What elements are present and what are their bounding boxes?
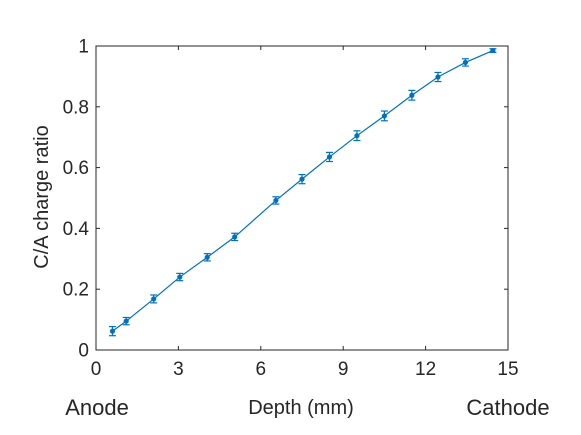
- x-tick-label: 9: [338, 359, 349, 380]
- data-point: [354, 133, 360, 139]
- data-point: [109, 328, 116, 334]
- data-point: [326, 154, 333, 160]
- labels-group: Depth (mm) C/A charge ratio Anode Cathod…: [31, 125, 550, 420]
- y-tick-label: 0.2: [63, 280, 89, 301]
- y-tick-label: 0.6: [63, 158, 89, 179]
- data-point: [123, 318, 129, 324]
- data-point: [151, 296, 157, 302]
- data-point: [435, 74, 441, 80]
- data-point: [232, 234, 238, 240]
- x-tick-label: 6: [256, 359, 267, 380]
- axes: 0 3 6 9 12 15 0 0.2 0.4 0.6 0.8 1: [63, 37, 519, 381]
- data-point: [299, 176, 305, 182]
- y-tick-label: 0.4: [63, 219, 90, 240]
- y-axis-label: C/A charge ratio: [31, 125, 53, 268]
- y-tick-label: 1: [78, 37, 89, 58]
- series-group: [108, 47, 497, 337]
- data-point: [409, 92, 415, 98]
- x-axis-label: Depth (mm): [248, 397, 354, 419]
- anode-label: Anode: [65, 395, 129, 420]
- x-tick-label: 3: [173, 359, 184, 380]
- y-tick-label: 0: [78, 341, 89, 362]
- data-point: [490, 47, 496, 54]
- data-point: [177, 274, 183, 280]
- plot-frame: [95, 45, 509, 351]
- x-tick-label: 15: [497, 359, 518, 380]
- data-point: [462, 59, 469, 66]
- x-tick-label: 12: [415, 359, 436, 380]
- y-tick-label: 0.8: [63, 97, 89, 118]
- x-tick-label: 0: [91, 359, 102, 380]
- data-point: [381, 113, 387, 119]
- series-line: [112, 50, 494, 332]
- data-point: [273, 197, 279, 204]
- data-point: [204, 254, 210, 260]
- cathode-label: Cathode: [466, 395, 549, 420]
